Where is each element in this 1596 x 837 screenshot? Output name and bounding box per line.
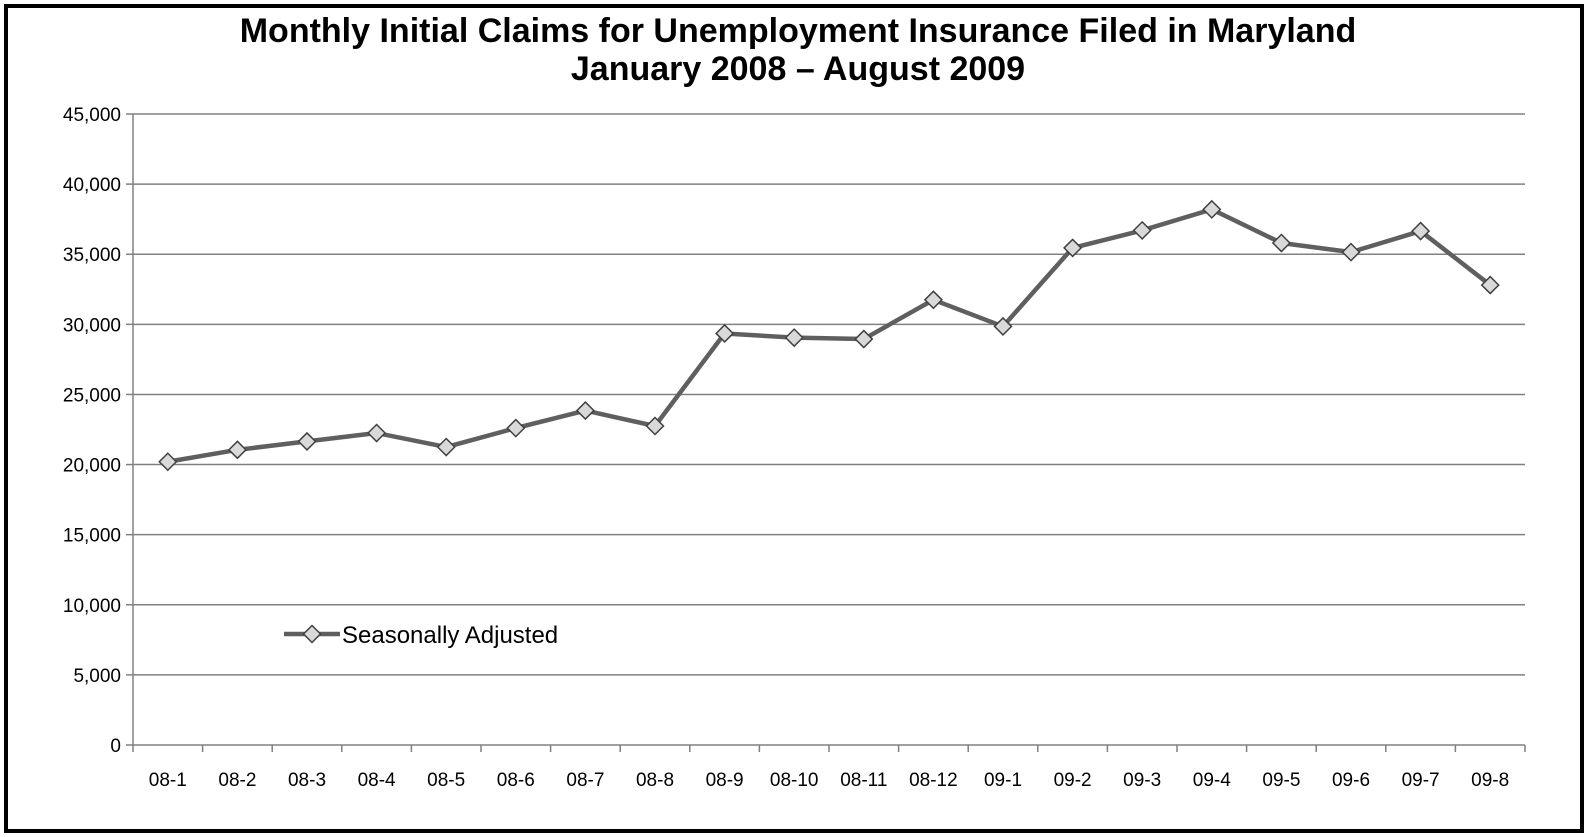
data-point-marker [227, 440, 247, 460]
data-point-marker [923, 290, 943, 310]
data-point-marker [645, 416, 665, 436]
data-point-marker [993, 316, 1013, 336]
data-point-marker [784, 328, 804, 348]
data-point-marker [715, 323, 735, 344]
chart-title: Monthly Initial Claims for Unemployment … [239, 12, 1357, 50]
x-tick-label: 08-10 [770, 770, 819, 791]
data-point-marker [575, 401, 595, 421]
x-tick-label: 09-5 [1262, 770, 1300, 791]
data-point-marker [1202, 199, 1222, 219]
data-point-marker [1341, 242, 1361, 262]
data-point-marker [158, 452, 178, 472]
x-tick-label: 08-8 [636, 770, 674, 791]
y-tick-label: 5,000 [73, 666, 121, 687]
y-tick-label: 10,000 [63, 596, 121, 617]
x-tick-label: 09-8 [1471, 770, 1509, 791]
x-tick-label: 08-4 [358, 770, 396, 791]
chart-frame [4, 4, 1584, 833]
x-tick-label: 09-4 [1193, 770, 1231, 791]
x-tick-label: 09-6 [1332, 770, 1370, 791]
data-point-marker [1271, 233, 1291, 253]
x-tick-label: 08-1 [149, 770, 187, 791]
series-line [167, 207, 1492, 464]
x-tick-label: 09-2 [1054, 770, 1092, 791]
y-tick-label: 30,000 [63, 315, 121, 336]
data-point-marker [1132, 220, 1152, 240]
x-tick-label: 09-7 [1402, 770, 1440, 791]
y-tick-label: 0 [110, 736, 121, 757]
x-tick-label: 09-1 [984, 770, 1022, 791]
x-axis-ticks: 08-1 08-2 08-3 08-4 08-5 08-6 08-7 08-8 08-9 08-1… [132, 745, 1526, 791]
data-point-marker [1063, 238, 1083, 258]
x-tick-label: 08-3 [288, 770, 326, 791]
x-tick-label: 08-5 [427, 770, 465, 791]
data-point-marker [297, 431, 317, 451]
legend-label: Seasonally Adjusted [342, 622, 558, 649]
y-tick-label: 25,000 [63, 385, 121, 406]
data-point-marker [436, 437, 456, 457]
data-point-marker [367, 423, 387, 443]
data-point-marker [1411, 221, 1431, 241]
x-tick-label: 08-9 [706, 770, 744, 791]
x-tick-label: 08-12 [909, 770, 958, 791]
data-point-marker [506, 418, 526, 438]
data-point-marker [854, 329, 874, 349]
chart-subtitle: January 2008 – August 2009 [570, 50, 1026, 88]
legend: Seasonally Adjusted [284, 622, 558, 649]
x-tick-label: 08-7 [566, 770, 604, 791]
y-tick-label: 15,000 [63, 526, 121, 547]
y-tick-label: 40,000 [63, 175, 121, 196]
legend-marker [302, 624, 322, 644]
data-point-marker [1480, 275, 1500, 295]
x-tick-label: 09-3 [1123, 770, 1161, 791]
y-tick-label: 45,000 [63, 105, 121, 126]
series-group [158, 199, 1500, 472]
axes [132, 114, 1525, 746]
x-tick-label: 08-2 [218, 770, 256, 791]
y-tick-label: 35,000 [63, 245, 121, 266]
chart-title-block: Monthly Initial Claims for Unemployment … [0, 12, 1596, 88]
y-tick-label: 20,000 [63, 456, 121, 477]
y-axis-ticks: 0 5,000 10,000 15,000 20,000 25,000 30,000 35,0… [63, 105, 133, 757]
gridlines [133, 113, 1525, 676]
x-tick-label: 08-11 [840, 770, 887, 791]
x-tick-label: 08-6 [497, 770, 535, 791]
